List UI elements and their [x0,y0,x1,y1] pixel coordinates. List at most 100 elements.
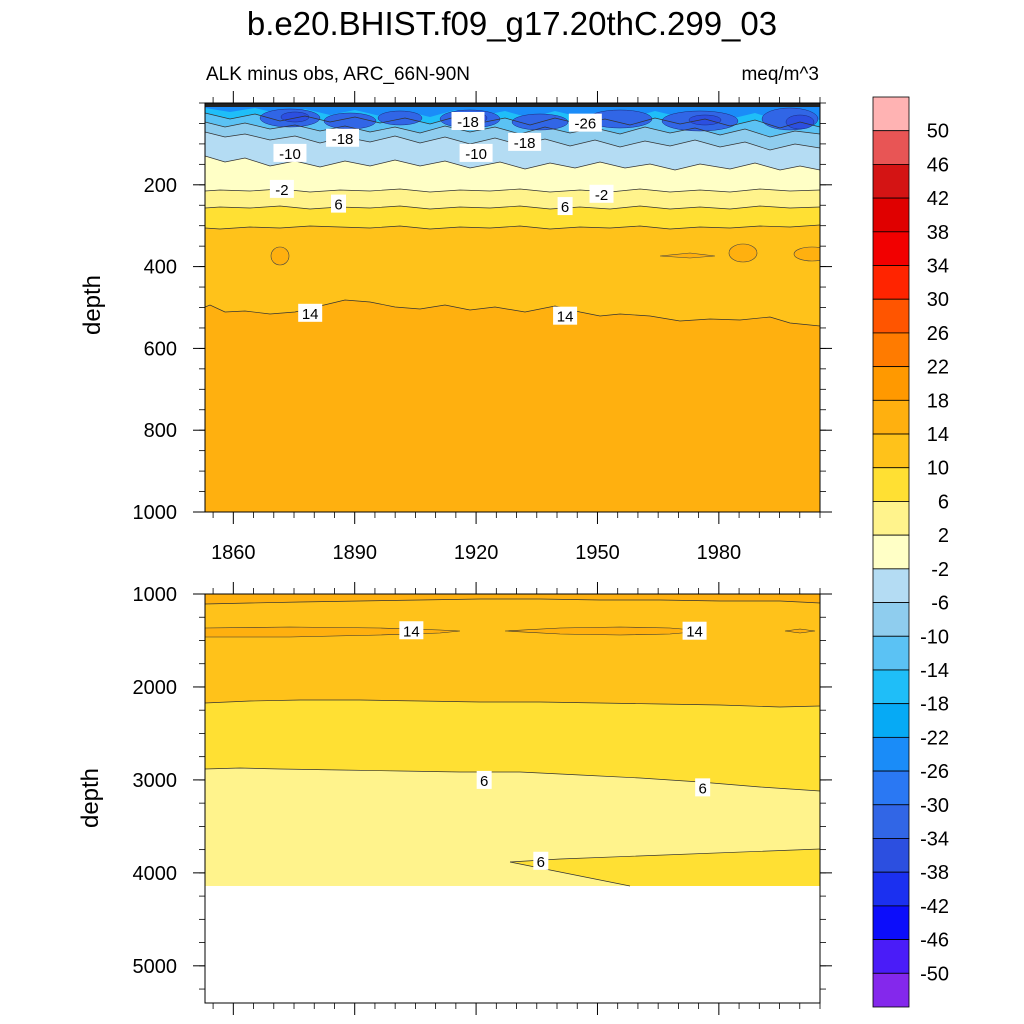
blob-14-c [793,246,820,262]
colorbar-swatch [872,669,910,705]
band-10-14-upper [205,210,820,326]
y-tick-label: 3000 [133,770,178,792]
contour-label: 6 [537,854,545,871]
colorbar-label: 18 [927,390,949,412]
contour-label-box [459,143,493,162]
y-axis-label: depth [77,768,104,828]
colorbar-swatch [872,366,910,401]
x-tick-label: 1980 [697,542,742,564]
contour-label-box [589,184,614,203]
colorbar-label: 10 [927,458,949,480]
y-tick-label: 600 [144,338,177,360]
y-tick-label: 2000 [133,677,178,699]
contour-label: 14 [557,309,574,326]
colorbar-swatch [872,838,910,873]
contour-label-box [269,179,294,198]
colorbar-label: 42 [927,188,949,210]
y-tick-label: 200 [144,175,177,197]
colorbar-swatch [872,635,910,671]
colorbar-label: 50 [927,121,949,143]
contour-label: -2 [595,187,608,204]
colorbar-label: 6 [938,491,949,513]
colorbar-label: -18 [920,694,949,716]
colorbar-swatch [872,96,910,132]
colorbar-swatch [872,972,910,1008]
lower-panel-frame [204,593,821,1004]
contour-label-box [451,111,485,130]
upper-panel-fill [205,103,820,512]
colorbar-label: -22 [920,727,949,749]
colorbar-swatch [872,130,910,165]
contour-label: -2 [275,182,288,199]
contour-label: 6 [561,199,569,216]
colorbar-swatch [872,602,910,637]
contour-label-box [298,303,323,322]
colorbar: 50 46 42 38 34 30 26 22 18 14 10 6 2 -2 -6 -10 -14 -18 -22… [872,96,949,1008]
lower-axes: 1000 2000 3000 4000 5000 depth [77,582,832,1015]
colorbar-swatch [872,568,910,603]
blob-14-b [728,243,758,263]
contour-label-box [273,143,307,162]
y-tick-label: 400 [144,257,177,279]
colorbar-swatch [872,871,910,907]
colorbar-label: -50 [920,963,949,985]
x-tick-label: 1860 [211,542,256,564]
colorbar-label: 26 [927,323,949,345]
contour-label-box [682,621,707,640]
contour-label: -10 [279,146,301,163]
colorbar-label: 30 [927,289,949,311]
colorbar-label: 46 [927,154,949,176]
contour-label: 6 [480,773,488,790]
colorbar-label: 14 [927,424,949,446]
upper-axes: 200 400 600 800 1000 depth 1860 1890 1920 1950 198… [79,91,832,564]
y-tick-label: 1000 [133,584,178,606]
colorbar-label: 22 [927,357,949,379]
colorbar-label: -34 [920,828,949,850]
colorbar-swatch [872,939,910,974]
colorbar-swatch [872,265,910,300]
contour-label-box [553,306,578,325]
streak-14-lower-a [205,626,461,638]
contour-label-box [695,778,711,797]
colorbar-swatch [872,298,910,334]
colorbar-label: -10 [920,626,949,648]
chart-title: b.e20.BHIST.f09_g17.20thC.299_03 [246,5,778,42]
contour-label: -18 [457,114,479,131]
colorbar-swatch [872,501,910,536]
contour-label: 14 [686,624,703,641]
colorbar-label: -42 [920,896,949,918]
contour-label: -10 [465,146,487,163]
contour-label: -18 [332,131,354,148]
colorbar-swatch [872,703,910,738]
colorbar-swatch [872,332,910,368]
colorbar-label: 34 [927,256,949,278]
contour-label-box [326,128,360,147]
upper-contour-lines [205,112,820,327]
y-tick-label: 800 [144,420,177,442]
surface-line [205,103,820,107]
contour-label-box [568,113,602,132]
contour-label-box [331,194,347,213]
colorbar-swatch [872,231,910,266]
colorbar-swatch [872,399,910,435]
colorbar-swatch [872,433,910,469]
contour-label-box [508,132,542,151]
chart-subtitle-variable: ALK minus obs, ARC_66N-90N [206,64,471,85]
colorbar-swatch [872,534,910,570]
y-tick-label: 4000 [133,863,178,885]
colorbar-label: 2 [938,525,949,547]
streak-14 [659,252,716,259]
blob-14-a [270,246,290,266]
band-m22-m18 [205,103,820,121]
colorbar-swatch [872,905,910,940]
colorbar-swatch [872,770,910,806]
contour-label-box [533,851,549,870]
contour-label: 14 [403,623,420,640]
colorbar-label: -26 [920,761,949,783]
colorbar-label: -30 [920,795,949,817]
colorbar-label: -38 [920,862,949,884]
colorbar-label: -2 [931,559,949,581]
lower-panel-fill [205,594,820,1003]
